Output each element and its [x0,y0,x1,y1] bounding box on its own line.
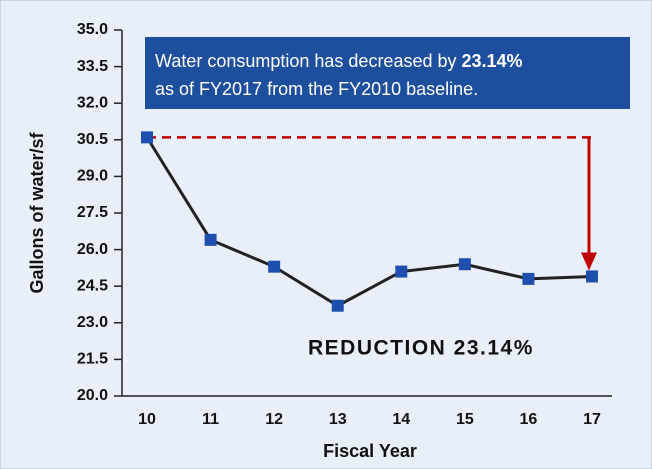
y-tick-label: 27.5 [77,204,108,221]
series-line [145,136,593,308]
y-tick-label: 21.5 [77,351,108,368]
y-tick-label: 29.0 [77,168,108,185]
x-axis-title: Fiscal Year [323,441,417,461]
x-tick-label: 16 [520,411,538,428]
point [331,299,344,312]
point [395,265,408,278]
point [586,270,598,283]
point [141,131,153,144]
x-tick-label: 13 [329,411,347,428]
x-tick-label: 17 [583,411,601,428]
note-text: Water consumption has decreased by [155,51,462,71]
point [204,233,217,246]
x-tick-label: 11 [202,411,219,428]
point [522,272,535,285]
y-tick-label: 33.5 [77,58,108,75]
x-tick-label: 14 [392,411,410,428]
y-tick-label: 23.0 [77,314,108,331]
y-axis-title: Gallons of water/sf [27,131,47,293]
point [458,258,471,271]
note-line1: Water consumption has decreased by 23.14… [155,51,523,71]
note-line2: as of FY2017 from the FY2010 baseline. [155,79,478,99]
y-tick-label: 26.0 [77,241,108,258]
reduction-label: REDUCTION 23.14% [308,337,534,360]
x-tick-label: 10 [138,411,156,428]
y-tick-label: 35.0 [77,21,108,38]
plot: 20.0 21.5 23.0 24.5 26.0 27.5 29.0 30.5 32.0 33.5… [77,21,601,428]
note-highlight: 23.14% [462,51,523,71]
y-tick-label: 20.0 [77,387,108,404]
note-box [145,37,630,109]
y-tick-label: 32.0 [77,94,108,111]
point [268,260,281,273]
arrow-head [581,252,597,271]
x-tick-label: 12 [265,411,283,428]
y-tick-label: 24.5 [77,277,108,294]
x-tick-label: 15 [456,411,474,428]
y-tick-label: 30.5 [77,131,108,148]
